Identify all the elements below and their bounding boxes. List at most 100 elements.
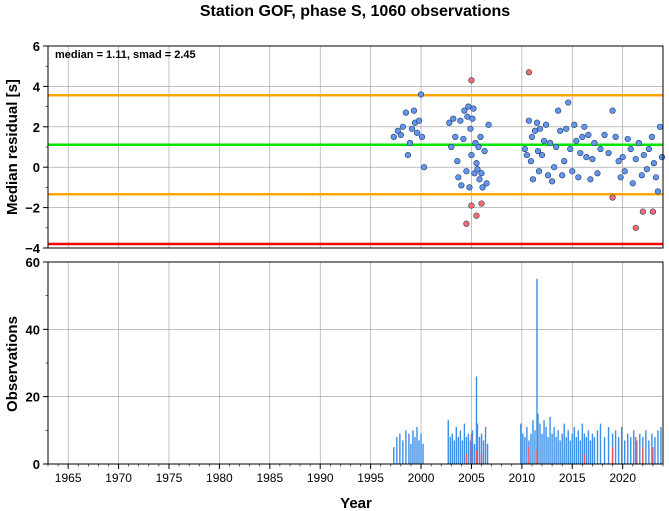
- residual-point: [479, 184, 486, 191]
- observation-bar: [589, 440, 592, 464]
- residual-point: [418, 133, 426, 140]
- observation-bar: [587, 430, 590, 464]
- observation-bar: [396, 437, 398, 464]
- residual-point: [583, 154, 590, 161]
- y-tick-label: −2: [25, 201, 40, 216]
- observation-bar: [581, 423, 584, 464]
- x-tick-label: 2005: [458, 471, 485, 485]
- observation-bar: [528, 447, 530, 464]
- x-tick-label: 2015: [559, 471, 586, 485]
- observation-bar: [591, 433, 594, 464]
- stats-annotation: median = 1.11, smad = 2.45: [55, 49, 196, 61]
- residual-point: [468, 202, 475, 209]
- residual-point: [457, 117, 464, 124]
- observation-bar: [447, 420, 449, 464]
- residual-point: [546, 139, 554, 147]
- observation-bar: [465, 437, 468, 464]
- observation-bar: [455, 426, 458, 464]
- residual-point: [548, 178, 556, 185]
- residual-point: [538, 151, 546, 159]
- residual-point: [450, 115, 457, 122]
- residual-point: [468, 151, 475, 159]
- observation-bar: [473, 443, 476, 464]
- observation-bar: [573, 426, 575, 464]
- observation-bar: [623, 440, 626, 464]
- residual-point: [525, 69, 533, 76]
- residual-point: [619, 154, 626, 161]
- observations-grid: [48, 261, 663, 465]
- residual-point: [624, 135, 631, 143]
- observation-bar: [475, 376, 478, 464]
- residual-point: [417, 91, 425, 98]
- residual-point: [536, 125, 544, 132]
- y-tick-label: 40: [26, 322, 40, 337]
- residual-point: [575, 174, 582, 181]
- observation-bar: [537, 413, 539, 464]
- observation-bar: [545, 426, 547, 464]
- residual-point: [632, 156, 639, 163]
- observation-bar: [642, 447, 644, 464]
- observation-bar: [630, 437, 632, 464]
- observation-bar: [416, 426, 418, 464]
- residual-point: [635, 139, 642, 147]
- observation-bar: [583, 453, 586, 464]
- observations-bars: [393, 278, 662, 464]
- observation-bar: [484, 426, 487, 464]
- residual-point: [652, 174, 660, 181]
- residual-point: [587, 176, 594, 183]
- observations-panel-frame: [47, 261, 664, 465]
- residual-point: [478, 200, 485, 207]
- observation-bar: [449, 437, 451, 464]
- residual-point: [397, 131, 404, 138]
- residual-point: [559, 172, 566, 179]
- residual-point: [474, 166, 481, 173]
- residual-point: [408, 125, 416, 132]
- residual-point: [485, 121, 492, 128]
- observation-bar: [470, 433, 473, 464]
- observation-bar: [482, 440, 485, 464]
- y-tick-label: 4: [33, 79, 41, 94]
- year-ticks: 1965 1970 1975 1980 1985 1990 1995 2000 2005 2010…: [47, 464, 664, 485]
- observation-bar: [422, 443, 424, 464]
- residual-point: [553, 143, 560, 151]
- observation-bar: [393, 447, 395, 464]
- residual-point: [581, 123, 588, 130]
- observation-bar: [583, 433, 586, 464]
- residual-point: [643, 166, 650, 173]
- observation-bar: [555, 437, 557, 464]
- residual-point: [529, 176, 537, 183]
- residual-point: [567, 145, 574, 153]
- observation-bar: [420, 433, 422, 464]
- observation-bar: [457, 437, 460, 464]
- residual-point: [390, 133, 397, 140]
- residual-point: [615, 158, 622, 165]
- x-tick-label: 2020: [609, 471, 636, 485]
- y-tick-label: 0: [33, 457, 40, 472]
- observation-bar: [596, 430, 599, 464]
- observation-bar: [541, 433, 543, 464]
- residual-point: [617, 174, 624, 181]
- year-axis-label: Year: [340, 495, 372, 511]
- observation-bar: [557, 430, 559, 464]
- residual-point: [399, 123, 406, 130]
- observation-bar: [652, 447, 654, 464]
- observation-bar: [526, 426, 528, 464]
- residual-point: [467, 125, 474, 132]
- observation-bar: [553, 426, 555, 464]
- residual-point: [469, 115, 476, 122]
- residual-point: [475, 143, 482, 151]
- observation-bar: [471, 430, 474, 464]
- residual-point: [452, 133, 459, 140]
- residual-point: [585, 131, 592, 138]
- residual-point: [525, 117, 533, 124]
- residual-point: [458, 182, 465, 189]
- observation-bar: [408, 433, 410, 464]
- residual-point: [528, 133, 536, 140]
- residual-point: [527, 158, 535, 165]
- residual-point: [470, 105, 477, 112]
- residual-point: [534, 147, 542, 155]
- observation-bar: [593, 437, 596, 464]
- observation-bar: [599, 423, 602, 464]
- residual-point: [523, 151, 530, 159]
- residual-point: [463, 168, 470, 175]
